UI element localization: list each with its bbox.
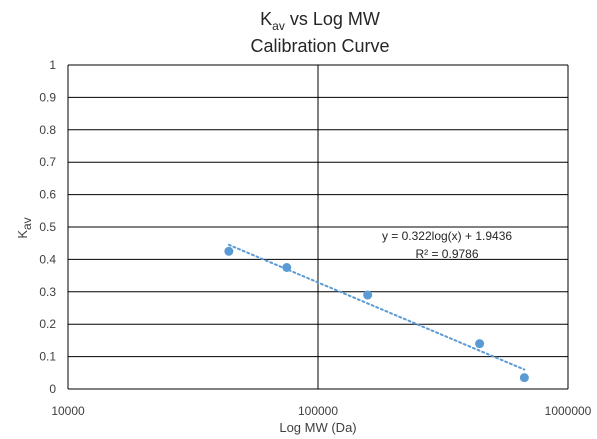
title-line2: Calibration Curve xyxy=(250,36,389,56)
data-point xyxy=(475,339,485,349)
chart-title: Kav vs Log MW Calibration Curve xyxy=(250,9,389,56)
x-axis-label: Log MW (Da) xyxy=(279,420,356,435)
y-tick-label: 0.6 xyxy=(39,188,56,202)
y-tick-label: 0.2 xyxy=(39,317,56,331)
y-tick-label: 0.4 xyxy=(39,252,56,266)
data-point xyxy=(282,263,292,272)
y-tick-label: 0.5 xyxy=(39,220,56,234)
title-subscript: av xyxy=(272,19,285,33)
y-tick-label: 0.3 xyxy=(39,285,56,299)
data-point xyxy=(224,246,234,256)
y-tick-label: 0 xyxy=(49,382,56,396)
data-point xyxy=(519,373,529,383)
svg-text:Kav vs Log MW: Kav vs Log MW xyxy=(260,9,380,33)
x-tick-label: 10000 xyxy=(51,404,85,418)
trendline-r-squared: R² = 0.9786 xyxy=(415,247,478,261)
y-tick-label: 0.9 xyxy=(39,90,56,104)
data-point xyxy=(363,290,373,300)
title-main: K xyxy=(260,9,272,29)
trendline xyxy=(227,243,526,371)
y-tick-label: 0.1 xyxy=(39,350,56,364)
data-points xyxy=(224,246,529,383)
x-tick-labels: 10000 100000 1000000 xyxy=(51,404,591,418)
y-axis-label: Kav xyxy=(15,217,34,238)
y-tick-label: 0.8 xyxy=(39,123,56,137)
x-tick-label: 1000000 xyxy=(545,404,592,418)
y-axis-label-main: K xyxy=(15,230,30,239)
title-rest: vs Log MW xyxy=(285,9,380,29)
y-tick-label: 1 xyxy=(49,58,56,72)
y-tick-labels: 0 0.1 0.2 0.3 0.4 0.5 0.6 0.7 0.8 0.9 1 xyxy=(39,58,56,396)
y-axis-label-subscript: av xyxy=(20,217,34,230)
gridlines xyxy=(67,64,569,390)
x-tick-label: 100000 xyxy=(298,404,338,418)
y-tick-label: 0.7 xyxy=(39,155,56,169)
trendline-equation: y = 0.322log(x) + 1.9436 xyxy=(382,229,512,243)
